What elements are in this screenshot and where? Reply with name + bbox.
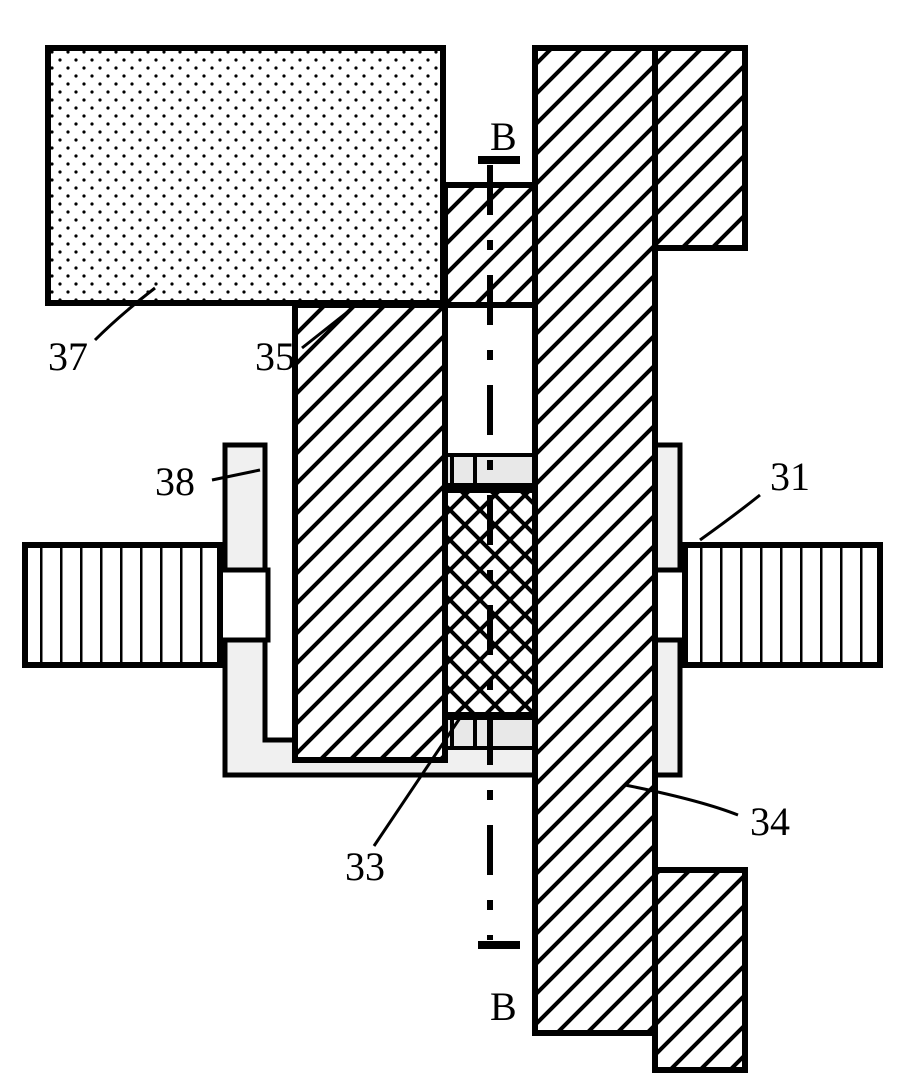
bottom-right-block <box>655 870 745 1070</box>
label-38: 38 <box>155 459 195 504</box>
label-b-bottom: B <box>490 984 517 1029</box>
technical-diagram: 37 35 38 31 33 34 B B <box>0 0 904 1083</box>
shaft-stub-left <box>220 570 268 640</box>
label-34: 34 <box>750 799 790 844</box>
label-b-top: B <box>490 114 517 159</box>
rack-left <box>25 545 220 665</box>
rack-right <box>685 545 880 665</box>
main-vertical-bar-34 <box>535 48 655 1033</box>
label-33: 33 <box>345 844 385 889</box>
label-37: 37 <box>48 334 88 379</box>
left-vertical-block-35 <box>295 305 445 760</box>
label-35: 35 <box>255 334 295 379</box>
dotted-block-37 <box>48 48 443 303</box>
top-right-block <box>655 48 745 248</box>
label-31: 31 <box>770 454 810 499</box>
